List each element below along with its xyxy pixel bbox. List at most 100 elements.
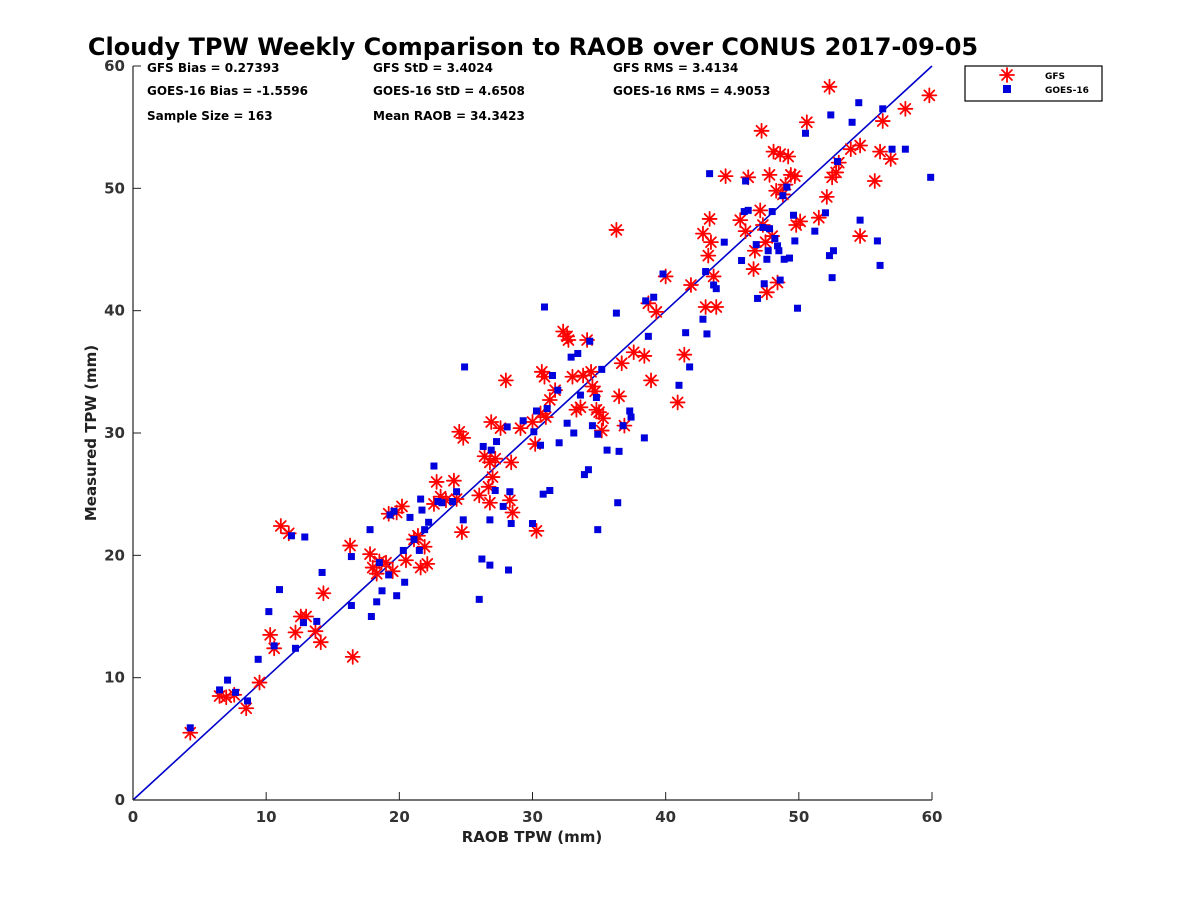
gfs-point (737, 223, 754, 240)
gfs-point (344, 648, 361, 665)
goes-point (529, 520, 536, 528)
goes-point (699, 315, 707, 323)
gfs-point (752, 202, 769, 219)
goes-point (399, 546, 407, 554)
goes-point (366, 526, 374, 534)
goes-point (738, 257, 746, 265)
x-tick-label: 10 (256, 808, 277, 826)
x-tick-label: 50 (788, 808, 809, 826)
goes-point (640, 434, 648, 442)
goes-point (375, 559, 383, 567)
goes-point (771, 234, 779, 242)
goes-point (776, 276, 784, 284)
gfs-point (669, 394, 686, 411)
goes-point (759, 223, 767, 231)
gfs-point (262, 626, 279, 643)
goes-point (503, 423, 511, 431)
gfs-point (362, 546, 378, 563)
goes-point (594, 526, 602, 534)
goes-point (254, 655, 262, 663)
gfs-point (419, 555, 436, 572)
goes-point (833, 157, 841, 165)
gfs-point (484, 469, 501, 485)
goes-point (766, 225, 774, 233)
gfs-point (398, 552, 414, 569)
goes-point (794, 304, 802, 312)
x-tick-label: 40 (655, 808, 676, 826)
gfs-point (648, 303, 665, 320)
goes-point (720, 238, 728, 246)
goes-point (801, 129, 809, 137)
goes-point (828, 274, 836, 282)
gfs-point (541, 392, 558, 408)
goes-point (216, 686, 224, 694)
gfs-point (312, 634, 329, 651)
goes-point (821, 209, 829, 217)
goes-point (487, 446, 495, 454)
gfs-point (882, 151, 899, 167)
goes-point (540, 303, 548, 311)
goes-point (873, 237, 881, 245)
legend-box (964, 65, 1103, 102)
gfs-point (572, 399, 589, 416)
gfs-point (852, 228, 868, 244)
gfs-point (307, 623, 324, 640)
goes-point (592, 394, 600, 402)
y-tick-label: 20 (104, 546, 125, 564)
goes-point (614, 499, 622, 507)
gfs-point (761, 166, 778, 183)
axes: 0 10 20 30 40 50 60 0 10 20 30 40 50 60 (104, 57, 942, 826)
goes-point (855, 99, 863, 107)
goes-point (764, 247, 772, 255)
goes-point (453, 488, 461, 496)
goes-point (401, 578, 409, 586)
goes-point (410, 535, 418, 543)
goes-point (754, 294, 762, 302)
goes-point (546, 486, 554, 494)
gfs-point (455, 429, 472, 446)
goes-point (265, 608, 273, 616)
goes-point (486, 561, 494, 569)
chart-title: Cloudy TPW Weekly Comparison to RAOB ove… (88, 33, 978, 61)
goes-point (539, 490, 547, 498)
goes-point (543, 405, 551, 413)
goes-point (659, 270, 667, 278)
gfs-point (786, 168, 803, 185)
gfs-point (446, 472, 462, 489)
goes-point (612, 309, 620, 317)
goes-point (702, 268, 710, 276)
gfs-point (503, 454, 520, 471)
goes-point (506, 488, 514, 496)
x-axis-label: RAOB TPW (mm) (462, 828, 603, 846)
goes-point (536, 441, 544, 449)
goes-point (879, 105, 887, 113)
goes-point (682, 329, 690, 337)
goes-point (224, 676, 232, 684)
goes-point (367, 613, 375, 620)
goes-point (425, 518, 433, 526)
gfs-point (705, 268, 722, 285)
goes-point (642, 297, 650, 305)
gfs-point (897, 100, 914, 117)
gfs-point (768, 182, 785, 199)
gfs-point (428, 474, 445, 490)
goes-point (603, 446, 611, 454)
goes-point (888, 145, 896, 153)
goes-point (287, 532, 295, 540)
x-tick-label: 0 (128, 808, 138, 826)
gfs-point (238, 700, 255, 717)
goes-point (430, 462, 438, 470)
y-tick-label: 50 (104, 179, 125, 197)
goes-point (706, 170, 714, 178)
goes-point (752, 241, 760, 249)
y-tick-label: 10 (104, 669, 125, 687)
gfs-point (780, 148, 797, 165)
legend-gfs-asterisk (999, 67, 1015, 83)
y-tick-label: 60 (104, 57, 125, 75)
gfs-point (703, 234, 719, 251)
goes-point (548, 372, 556, 380)
goes-point (478, 555, 486, 563)
gfs-point (676, 346, 693, 363)
gfs-point (852, 137, 868, 154)
